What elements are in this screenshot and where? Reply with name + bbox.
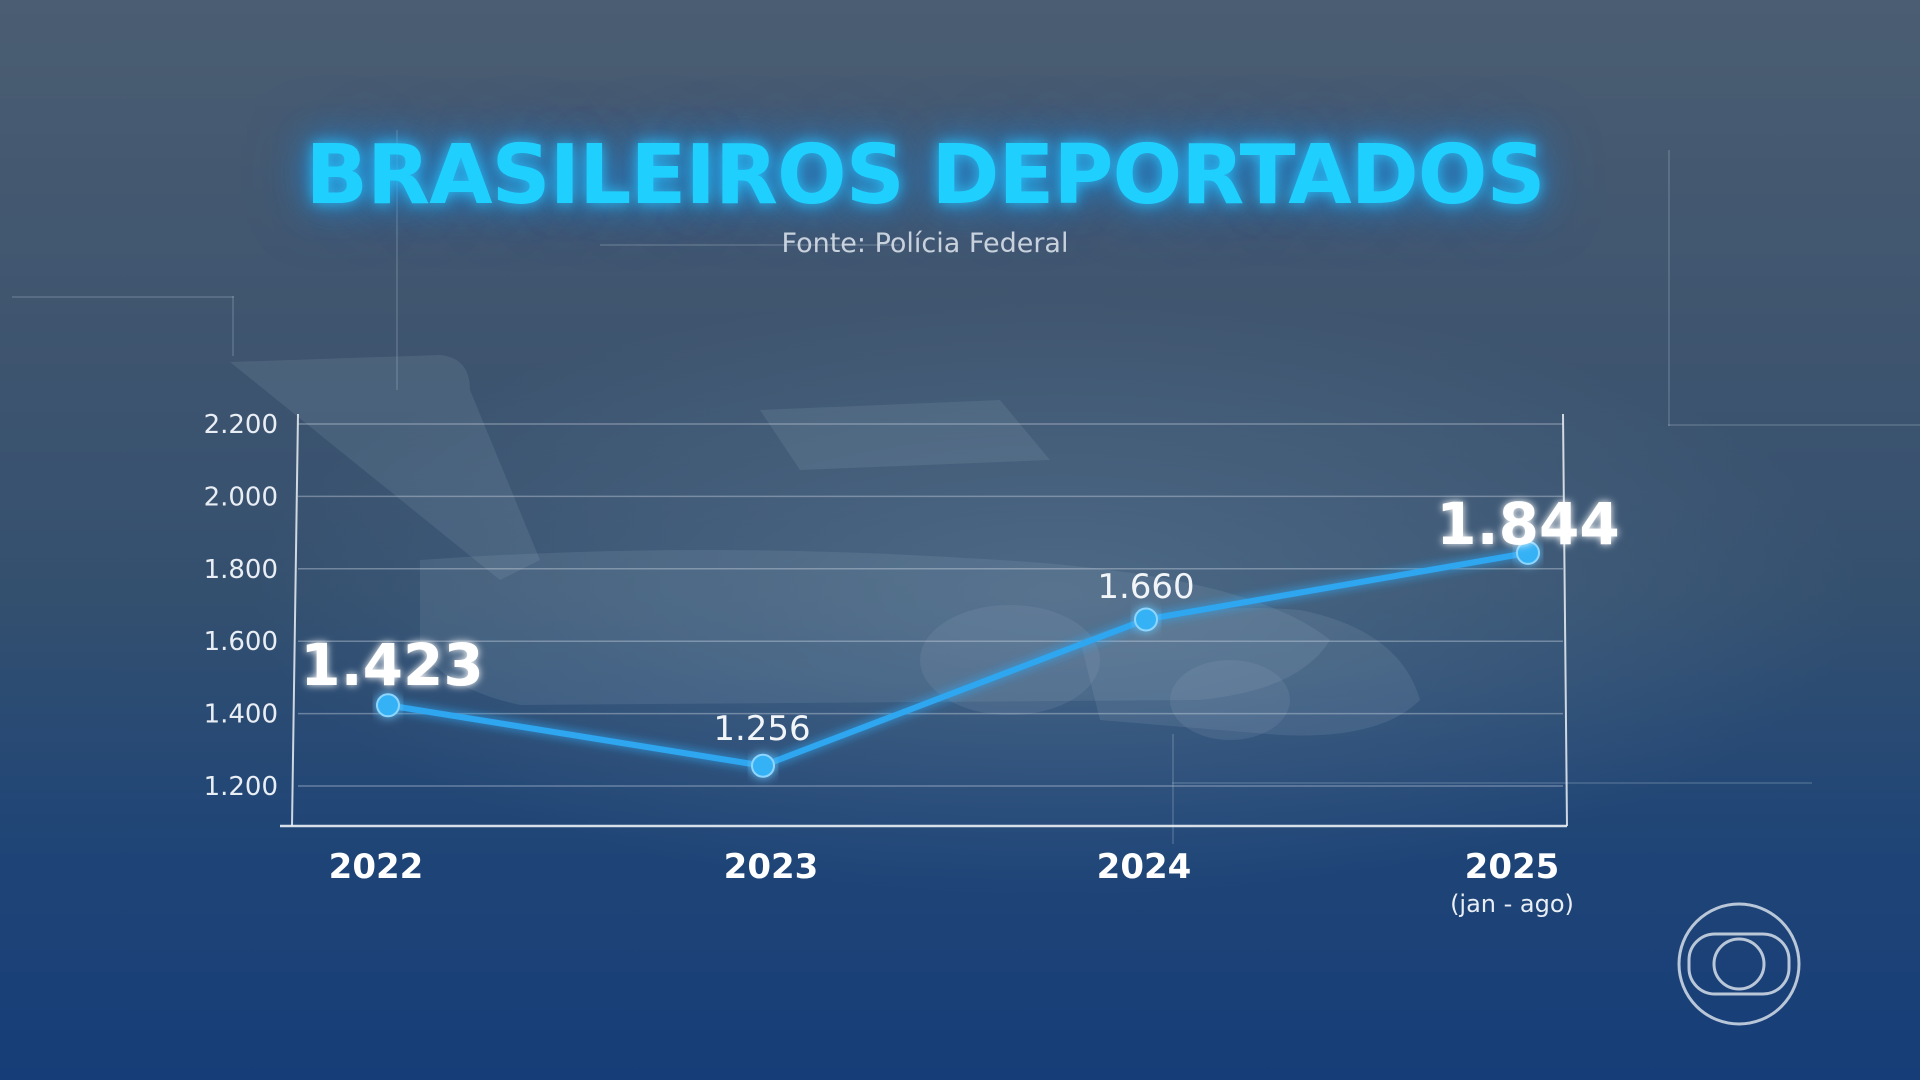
decorative-line <box>232 296 234 356</box>
decorative-line <box>1668 150 1670 426</box>
y-tick-label: 1.800 <box>204 555 278 585</box>
data-point <box>1516 540 1540 565</box>
x-axis-labels: 2022 2023 2024 2025 (jan - ago) <box>329 847 1574 918</box>
right-axis-line <box>1562 413 1568 827</box>
x-tick-label: 2022 <box>329 847 424 887</box>
decorative-line <box>1172 782 1812 784</box>
chart-source: Fonte: Polícia Federal <box>781 228 1069 259</box>
data-point <box>1134 607 1158 632</box>
decorative-line <box>1668 424 1920 426</box>
data-label: 1.256 <box>713 709 810 749</box>
y-axis-line <box>291 413 299 827</box>
data-label: 1.660 <box>1097 567 1194 607</box>
data-label: 1.423 <box>300 631 483 699</box>
y-axis-ticks: 1.200 1.400 1.600 1.800 2.000 2.200 <box>204 410 278 802</box>
x-tick-label: 2024 <box>1097 847 1192 887</box>
decorative-line <box>396 130 398 390</box>
data-labels: 1.423 1.256 1.660 1.844 <box>300 490 1619 749</box>
y-tick-label: 2.000 <box>204 482 278 512</box>
data-label: 1.844 <box>1436 490 1619 558</box>
y-tick-label: 2.200 <box>204 410 278 440</box>
decorative-line <box>1172 734 1174 844</box>
decorative-line <box>12 296 234 298</box>
x-tick-sublabel: (jan - ago) <box>1450 890 1574 918</box>
x-tick-label: 2025 <box>1465 847 1560 887</box>
y-tick-label: 1.600 <box>204 627 278 657</box>
grid <box>298 423 1563 787</box>
y-tick-label: 1.200 <box>204 772 278 802</box>
y-tick-label: 1.400 <box>204 700 278 730</box>
chart-title: BRASILEIROS DEPORTADOS <box>305 128 1545 223</box>
x-tick-label: 2023 <box>724 847 819 887</box>
decorative-line <box>600 244 900 246</box>
axes <box>280 413 1568 828</box>
globo-logo-icon <box>1677 902 1801 1026</box>
series <box>376 540 1540 778</box>
data-point <box>751 753 775 778</box>
data-point <box>376 693 400 718</box>
series-line <box>385 549 1531 769</box>
